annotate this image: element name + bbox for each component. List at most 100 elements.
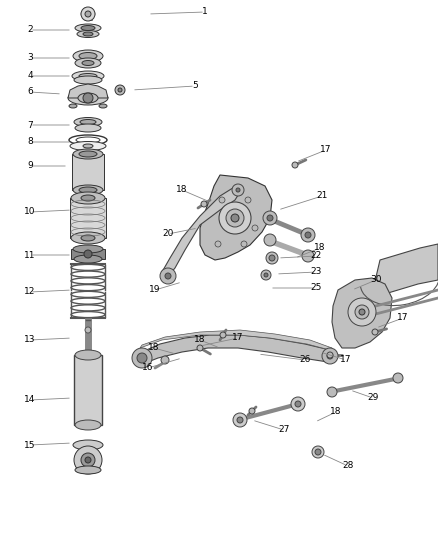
Text: 18: 18 bbox=[176, 185, 188, 195]
Circle shape bbox=[372, 329, 378, 335]
Circle shape bbox=[252, 225, 258, 231]
Circle shape bbox=[322, 348, 338, 364]
Text: 5: 5 bbox=[192, 82, 198, 91]
Ellipse shape bbox=[70, 141, 106, 150]
Circle shape bbox=[301, 228, 315, 242]
Circle shape bbox=[267, 215, 273, 221]
Circle shape bbox=[160, 268, 176, 284]
Text: 18: 18 bbox=[314, 244, 326, 253]
Circle shape bbox=[327, 352, 333, 358]
Text: 26: 26 bbox=[299, 356, 311, 365]
Circle shape bbox=[266, 252, 278, 264]
Circle shape bbox=[137, 353, 147, 363]
Bar bbox=[70, 198, 106, 238]
Circle shape bbox=[165, 273, 171, 279]
Ellipse shape bbox=[81, 26, 95, 30]
Text: 30: 30 bbox=[370, 276, 382, 285]
Polygon shape bbox=[162, 186, 240, 280]
Circle shape bbox=[219, 202, 251, 234]
Ellipse shape bbox=[68, 91, 108, 105]
Circle shape bbox=[295, 401, 301, 407]
Text: 25: 25 bbox=[310, 284, 321, 293]
Circle shape bbox=[348, 298, 376, 326]
Circle shape bbox=[264, 273, 268, 277]
Text: 18: 18 bbox=[330, 408, 342, 416]
Circle shape bbox=[269, 255, 275, 261]
Ellipse shape bbox=[99, 104, 107, 108]
Ellipse shape bbox=[73, 50, 103, 62]
Circle shape bbox=[292, 162, 298, 168]
Circle shape bbox=[233, 413, 247, 427]
Ellipse shape bbox=[80, 119, 96, 125]
Circle shape bbox=[215, 241, 221, 247]
Circle shape bbox=[241, 241, 247, 247]
Circle shape bbox=[219, 197, 225, 203]
Text: 4: 4 bbox=[27, 71, 33, 80]
Ellipse shape bbox=[78, 93, 98, 103]
Text: 1: 1 bbox=[202, 7, 208, 17]
Circle shape bbox=[226, 209, 244, 227]
Ellipse shape bbox=[69, 135, 107, 145]
Text: 10: 10 bbox=[24, 207, 36, 216]
Text: 14: 14 bbox=[25, 395, 35, 405]
Ellipse shape bbox=[79, 187, 97, 193]
Text: 17: 17 bbox=[397, 313, 409, 322]
Ellipse shape bbox=[75, 466, 101, 474]
Polygon shape bbox=[68, 84, 108, 98]
Ellipse shape bbox=[83, 32, 93, 36]
Circle shape bbox=[85, 327, 91, 333]
Circle shape bbox=[237, 417, 243, 423]
Circle shape bbox=[249, 408, 255, 414]
Ellipse shape bbox=[77, 30, 99, 37]
Ellipse shape bbox=[73, 245, 103, 253]
Circle shape bbox=[305, 232, 311, 238]
Circle shape bbox=[85, 457, 91, 463]
Text: 6: 6 bbox=[27, 87, 33, 96]
Ellipse shape bbox=[79, 74, 97, 78]
Circle shape bbox=[393, 373, 403, 383]
Ellipse shape bbox=[73, 185, 103, 195]
Circle shape bbox=[231, 214, 239, 222]
Text: 19: 19 bbox=[149, 286, 161, 295]
Text: 13: 13 bbox=[24, 335, 36, 344]
Text: 23: 23 bbox=[310, 268, 321, 277]
Circle shape bbox=[85, 11, 91, 17]
Circle shape bbox=[315, 449, 321, 455]
Text: 7: 7 bbox=[27, 120, 33, 130]
Polygon shape bbox=[332, 278, 392, 348]
Circle shape bbox=[201, 201, 207, 207]
Text: 15: 15 bbox=[24, 440, 36, 449]
Circle shape bbox=[261, 270, 271, 280]
Circle shape bbox=[81, 7, 95, 21]
Circle shape bbox=[264, 234, 276, 246]
Circle shape bbox=[197, 345, 203, 351]
Text: 18: 18 bbox=[194, 335, 206, 344]
Bar bbox=[71, 249, 105, 259]
Bar bbox=[72, 154, 104, 190]
Ellipse shape bbox=[74, 76, 102, 84]
Ellipse shape bbox=[76, 137, 100, 143]
Text: 21: 21 bbox=[316, 191, 328, 200]
Text: 29: 29 bbox=[367, 393, 379, 402]
Circle shape bbox=[355, 305, 369, 319]
Circle shape bbox=[81, 453, 95, 467]
Circle shape bbox=[115, 85, 125, 95]
Circle shape bbox=[132, 348, 152, 368]
Circle shape bbox=[245, 197, 251, 203]
Circle shape bbox=[359, 309, 365, 315]
Ellipse shape bbox=[69, 104, 77, 108]
Text: 11: 11 bbox=[24, 251, 36, 260]
Ellipse shape bbox=[79, 52, 97, 60]
Polygon shape bbox=[200, 175, 272, 260]
Text: 17: 17 bbox=[320, 146, 332, 155]
Ellipse shape bbox=[75, 24, 101, 32]
Ellipse shape bbox=[81, 235, 95, 241]
Circle shape bbox=[263, 211, 277, 225]
Circle shape bbox=[83, 93, 93, 103]
Text: 20: 20 bbox=[162, 230, 174, 238]
Ellipse shape bbox=[75, 124, 101, 132]
Ellipse shape bbox=[82, 61, 94, 66]
Text: 18: 18 bbox=[148, 343, 160, 352]
Circle shape bbox=[220, 332, 226, 338]
Ellipse shape bbox=[73, 149, 103, 159]
